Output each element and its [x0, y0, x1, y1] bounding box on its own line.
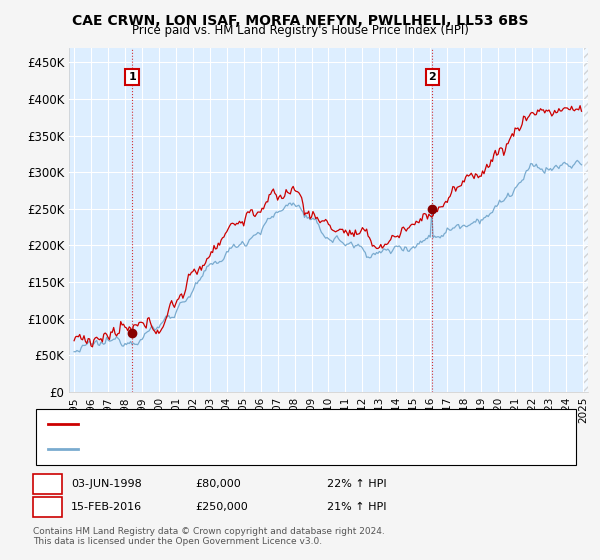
Text: CAE CRWN, LON ISAF, MORFA NEFYN, PWLLHELI, LL53 6BS: CAE CRWN, LON ISAF, MORFA NEFYN, PWLLHEL…: [72, 14, 528, 28]
Bar: [583, 48, 588, 392]
Text: HPI: Average price, detached house, Gwynedd: HPI: Average price, detached house, Gwyn…: [87, 444, 329, 454]
Text: Contains HM Land Registry data © Crown copyright and database right 2024.
This d: Contains HM Land Registry data © Crown c…: [33, 526, 385, 546]
Text: 15-FEB-2016: 15-FEB-2016: [71, 502, 142, 512]
Text: £250,000: £250,000: [195, 502, 248, 512]
Text: 1: 1: [128, 72, 136, 82]
Text: £80,000: £80,000: [195, 479, 241, 489]
Text: 22% ↑ HPI: 22% ↑ HPI: [327, 479, 386, 489]
Text: CAE CRWN, LON ISAF, MORFA NEFYN, PWLLHELI, LL53 6BS (detached house): CAE CRWN, LON ISAF, MORFA NEFYN, PWLLHEL…: [87, 419, 485, 430]
Text: 2: 2: [428, 72, 436, 82]
Text: Price paid vs. HM Land Registry's House Price Index (HPI): Price paid vs. HM Land Registry's House …: [131, 24, 469, 37]
Text: 03-JUN-1998: 03-JUN-1998: [71, 479, 142, 489]
Text: 2: 2: [44, 502, 51, 512]
Text: 1: 1: [44, 479, 51, 489]
Text: 21% ↑ HPI: 21% ↑ HPI: [327, 502, 386, 512]
